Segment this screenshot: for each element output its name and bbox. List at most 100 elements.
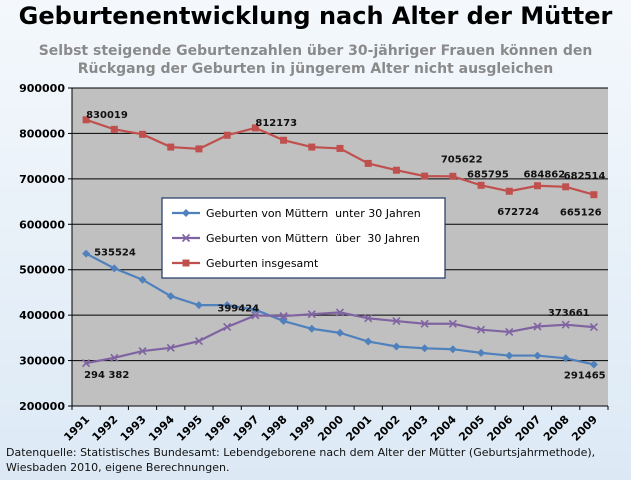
data-point	[590, 191, 598, 199]
chart-subtitle: Selbst steigende Geburtenzahlen über 30-…	[0, 42, 631, 78]
source-line-2: Wiesbaden 2010, eigene Berechnungen.	[6, 461, 230, 474]
data-point	[589, 323, 598, 332]
data-point	[139, 130, 147, 138]
data-label: 685795	[467, 169, 509, 180]
data-point	[280, 136, 288, 144]
data-point	[364, 159, 372, 167]
data-point	[182, 259, 190, 267]
data-point	[449, 172, 457, 180]
x-tick-label: 1996	[202, 413, 233, 444]
x-tick-label: 2008	[541, 413, 572, 444]
data-label: 672724	[497, 207, 539, 218]
x-tick-label: 1991	[61, 413, 92, 444]
data-point	[182, 209, 190, 217]
y-tick-label: 400000	[19, 309, 65, 322]
data-point	[251, 124, 259, 132]
data-point	[194, 301, 203, 310]
x-tick-label: 1993	[118, 413, 149, 444]
y-tick-label: 300000	[19, 355, 65, 368]
data-point	[223, 131, 231, 139]
data-point	[251, 305, 260, 314]
data-point	[533, 322, 542, 331]
x-tick-label: 2005	[456, 413, 487, 444]
data-point	[110, 264, 119, 273]
data-point	[223, 301, 232, 310]
data-point	[223, 322, 232, 332]
data-point	[477, 348, 486, 357]
data-point	[307, 310, 316, 319]
data-point	[195, 145, 203, 153]
data-point	[505, 187, 513, 195]
data-label: 705622	[441, 154, 483, 165]
data-point	[392, 342, 401, 351]
data-point	[138, 346, 147, 356]
chart-title: Geburtenentwicklung nach Alter der Mütte…	[18, 2, 613, 30]
x-tick-label: 2004	[428, 413, 459, 444]
data-point	[336, 144, 344, 152]
data-point	[251, 311, 260, 320]
y-tick-label: 700000	[19, 173, 65, 186]
data-point	[138, 275, 147, 284]
data-label: 682514	[564, 171, 606, 182]
data-point	[166, 343, 175, 352]
data-point	[335, 308, 345, 317]
x-tick-label: 2000	[315, 413, 346, 444]
x-tick-label: 1994	[146, 413, 177, 444]
data-label: 665126	[560, 208, 602, 219]
data-point	[308, 143, 316, 151]
data-point	[194, 336, 204, 346]
data-point	[364, 314, 373, 323]
y-tick-label: 200000	[19, 400, 65, 413]
y-tick-label: 600000	[19, 218, 65, 231]
x-tick-label: 1998	[259, 413, 290, 444]
y-tick-label: 900000	[19, 82, 65, 95]
data-point	[110, 125, 118, 133]
data-point	[364, 337, 373, 346]
data-point	[533, 351, 542, 360]
data-label: 294 382	[84, 370, 129, 381]
subtitle-line-2: Rückgang der Geburten in jüngerem Alter …	[77, 61, 554, 77]
legend-label: Geburten von Müttern unter 30 Jahren	[206, 207, 421, 220]
data-point	[505, 327, 514, 337]
data-point	[392, 316, 401, 326]
x-tick-label: 2007	[513, 413, 544, 444]
data-point	[589, 360, 598, 369]
data-point	[476, 325, 486, 334]
data-point	[561, 320, 570, 329]
data-label: 399424	[217, 303, 259, 314]
data-point	[82, 249, 91, 258]
data-point	[562, 183, 570, 191]
subtitle-line-1: Selbst steigende Geburtenzahlen über 30-…	[38, 43, 593, 59]
legend-label: Geburten von Müttern über 30 Jahren	[206, 232, 420, 245]
data-point	[533, 182, 541, 190]
x-tick-label: 1997	[231, 413, 262, 444]
data-label: 830019	[86, 110, 128, 121]
data-label: 373661	[548, 308, 590, 319]
data-label: 812173	[255, 118, 297, 129]
data-point	[420, 344, 429, 353]
data-point	[392, 166, 400, 174]
data-point	[421, 172, 429, 180]
data-point	[561, 354, 570, 363]
data-point	[448, 319, 457, 328]
x-tick-label: 1999	[287, 413, 318, 444]
data-label: 684862	[523, 170, 565, 181]
x-tick-label: 1992	[90, 413, 121, 444]
data-point	[110, 353, 119, 362]
source-note: Datenquelle: Statistisches Bundesamt: Le…	[6, 445, 626, 475]
data-point	[336, 328, 344, 337]
data-point	[448, 345, 457, 354]
x-tick-label: 2003	[400, 413, 431, 444]
data-point	[166, 292, 175, 301]
data-point	[82, 116, 90, 124]
data-point	[181, 233, 191, 243]
legend-box	[161, 197, 446, 279]
y-tick-label: 800000	[19, 127, 65, 140]
x-tick-label: 2002	[372, 413, 403, 444]
data-label: 291465	[564, 370, 606, 381]
x-tick-label: 1995	[174, 413, 205, 444]
data-point	[477, 181, 485, 189]
x-tick-label: 2009	[569, 413, 600, 444]
data-point	[307, 324, 316, 333]
